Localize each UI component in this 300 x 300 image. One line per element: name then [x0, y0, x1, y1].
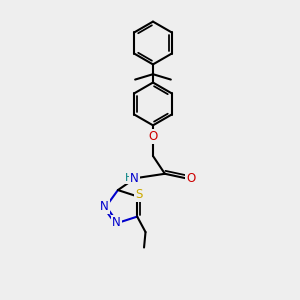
Text: S: S — [135, 188, 142, 201]
Text: H: H — [125, 173, 134, 183]
Text: O: O — [186, 172, 195, 185]
Text: O: O — [148, 130, 158, 143]
Text: N: N — [100, 200, 109, 213]
Text: N: N — [112, 216, 121, 230]
Text: N: N — [130, 172, 139, 185]
